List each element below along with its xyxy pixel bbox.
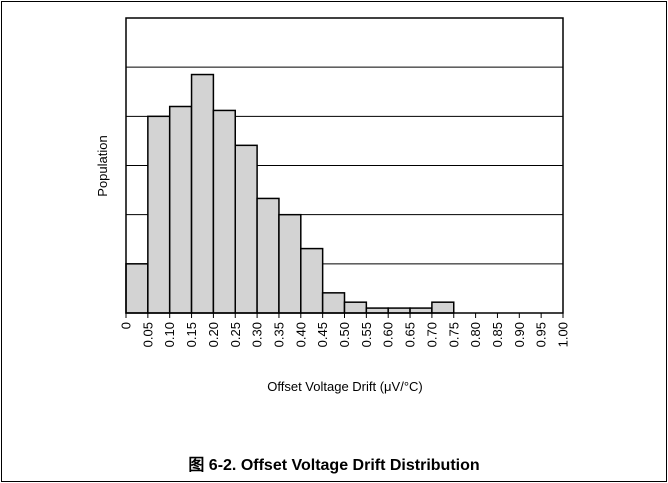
x-tick-label: 0.50: [337, 322, 352, 347]
bar: [190, 73, 215, 314]
x-tick-label: 0: [119, 322, 134, 329]
x-tick-label: 0.45: [315, 322, 330, 347]
x-tick-label: 0.95: [534, 322, 549, 347]
bar: [256, 197, 280, 314]
x-tick-label: 0.30: [250, 322, 265, 347]
bar: [234, 144, 258, 314]
x-tick-label: 0.90: [512, 322, 527, 347]
chart-title: 图 6-2. Offset Voltage Drift Distribution: [188, 456, 479, 474]
bar: [321, 292, 346, 314]
x-tick-label: 0.25: [228, 322, 243, 347]
x-tick-label: 0.60: [381, 322, 396, 347]
bar: [147, 115, 171, 314]
x-tick-label: 0.10: [162, 322, 177, 347]
x-tick-label: 0.80: [468, 322, 483, 347]
bar: [431, 301, 455, 314]
x-tick-label: 0.20: [206, 322, 221, 347]
x-tick-label: 0.70: [424, 322, 439, 347]
bar: [125, 263, 149, 314]
x-tick-label: 0.05: [140, 322, 155, 347]
x-tick-label: 0.55: [359, 322, 374, 347]
bar: [168, 105, 193, 314]
x-tick-label: 0.35: [271, 322, 286, 347]
x-tick-label: 1.00: [556, 322, 571, 347]
x-axis-label: Offset Voltage Drift (μV/°C): [267, 379, 423, 394]
x-tick-label: 0.65: [403, 322, 418, 347]
x-tick-label: 0.40: [293, 322, 308, 347]
y-axis-label: Population: [95, 135, 110, 196]
bar: [278, 213, 302, 314]
bar: [300, 247, 324, 314]
x-tick-label: 0.15: [184, 322, 199, 347]
bar: [343, 301, 368, 314]
x-tick-label: 0.85: [490, 322, 505, 347]
x-tick-label: 0.75: [446, 322, 461, 347]
bar: [212, 109, 236, 314]
